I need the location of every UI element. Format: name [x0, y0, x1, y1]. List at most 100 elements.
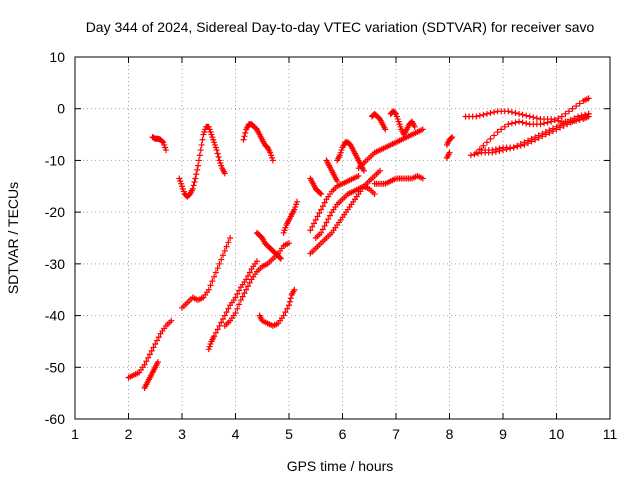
- data-point: [212, 329, 219, 336]
- data-point: [519, 111, 526, 118]
- data-point: [207, 282, 214, 289]
- data-point: [516, 110, 523, 117]
- data-point: [325, 216, 332, 223]
- data-points: [125, 95, 592, 391]
- data-point: [193, 171, 200, 178]
- data-point: [565, 108, 572, 115]
- series-arc-m: [307, 172, 362, 234]
- data-point: [316, 210, 323, 217]
- data-point: [277, 254, 284, 261]
- series-arc-h: [221, 240, 292, 329]
- data-point: [220, 252, 227, 259]
- data-point: [318, 191, 325, 198]
- data-point: [548, 118, 555, 125]
- data-point: [168, 317, 175, 324]
- data-point: [494, 128, 501, 135]
- data-point: [232, 309, 239, 316]
- data-point: [524, 140, 531, 147]
- series-arc-c: [149, 134, 169, 154]
- data-point: [199, 136, 206, 143]
- data-point: [277, 255, 284, 262]
- data-point: [195, 162, 202, 169]
- data-point: [284, 305, 291, 312]
- series-arc-r: [355, 126, 426, 172]
- data-point: [225, 239, 232, 246]
- data-point: [476, 112, 483, 119]
- data-point: [154, 359, 161, 366]
- series-arc-o: [307, 175, 325, 198]
- data-point: [286, 240, 292, 247]
- x-tick-label: 2: [125, 426, 133, 442]
- series-arc-d: [176, 123, 228, 200]
- data-point: [241, 290, 248, 297]
- series-arc-g: [205, 258, 260, 353]
- data-point: [553, 126, 560, 133]
- data-point: [211, 333, 218, 340]
- x-axis-label: GPS time / hours: [287, 458, 394, 474]
- data-point: [523, 120, 530, 127]
- data-point: [314, 213, 321, 220]
- data-point: [487, 135, 494, 142]
- data-point: [159, 138, 166, 145]
- data-point: [246, 269, 253, 276]
- data-point: [221, 312, 228, 319]
- data-point: [189, 185, 196, 192]
- data-point: [286, 302, 292, 309]
- data-point: [244, 272, 251, 279]
- data-point: [501, 123, 508, 130]
- x-tick-label: 5: [285, 426, 293, 442]
- data-point: [294, 198, 301, 205]
- data-point: [243, 276, 250, 283]
- data-point: [523, 112, 530, 119]
- data-point: [190, 182, 197, 189]
- data-point: [214, 265, 221, 272]
- data-point: [517, 142, 524, 149]
- data-point: [312, 216, 319, 223]
- data-point: [194, 166, 201, 173]
- series-arc-q: [334, 139, 367, 174]
- data-point: [542, 131, 549, 138]
- data-point: [318, 206, 325, 213]
- series-arc-s: [371, 172, 426, 187]
- y-tick-label: -60: [45, 411, 65, 427]
- data-point: [491, 109, 498, 116]
- series-arc-e: [240, 121, 276, 164]
- data-point: [143, 358, 150, 365]
- series-arc-aa: [478, 110, 592, 154]
- data-point: [498, 126, 505, 133]
- data-point: [269, 157, 276, 164]
- data-point: [205, 286, 212, 293]
- data-point: [360, 167, 367, 174]
- data-point: [239, 293, 246, 300]
- series-arc-p: [323, 157, 341, 185]
- axis-ticks: 1 2 3 4 5 6 7 8 9 10 11 -60 -50 -40 -30 -20 -10 0 10: [45, 49, 618, 442]
- data-point: [530, 114, 537, 121]
- data-point: [567, 119, 574, 126]
- data-point: [227, 235, 234, 241]
- data-point: [564, 121, 571, 128]
- series-arc-t: [368, 110, 389, 133]
- data-point: [215, 153, 222, 160]
- data-point: [578, 114, 585, 121]
- series-arc-f: [179, 235, 234, 311]
- data-point: [223, 243, 230, 250]
- data-point: [225, 305, 232, 312]
- data-point: [551, 116, 558, 123]
- data-point: [505, 121, 512, 128]
- data-point: [214, 326, 221, 333]
- data-point: [220, 316, 227, 323]
- y-axis-label: SDTVAR / TECUs: [5, 182, 21, 294]
- data-point: [155, 334, 162, 341]
- data-point: [241, 133, 248, 140]
- data-point: [237, 297, 244, 304]
- data-point: [236, 287, 243, 294]
- data-point: [467, 152, 474, 159]
- data-point: [411, 123, 418, 130]
- x-tick-label: 6: [339, 426, 347, 442]
- data-point: [419, 126, 426, 133]
- data-point: [512, 110, 519, 117]
- series-arc-i: [253, 229, 284, 262]
- data-point: [533, 115, 540, 122]
- x-tick-label: 7: [392, 426, 400, 442]
